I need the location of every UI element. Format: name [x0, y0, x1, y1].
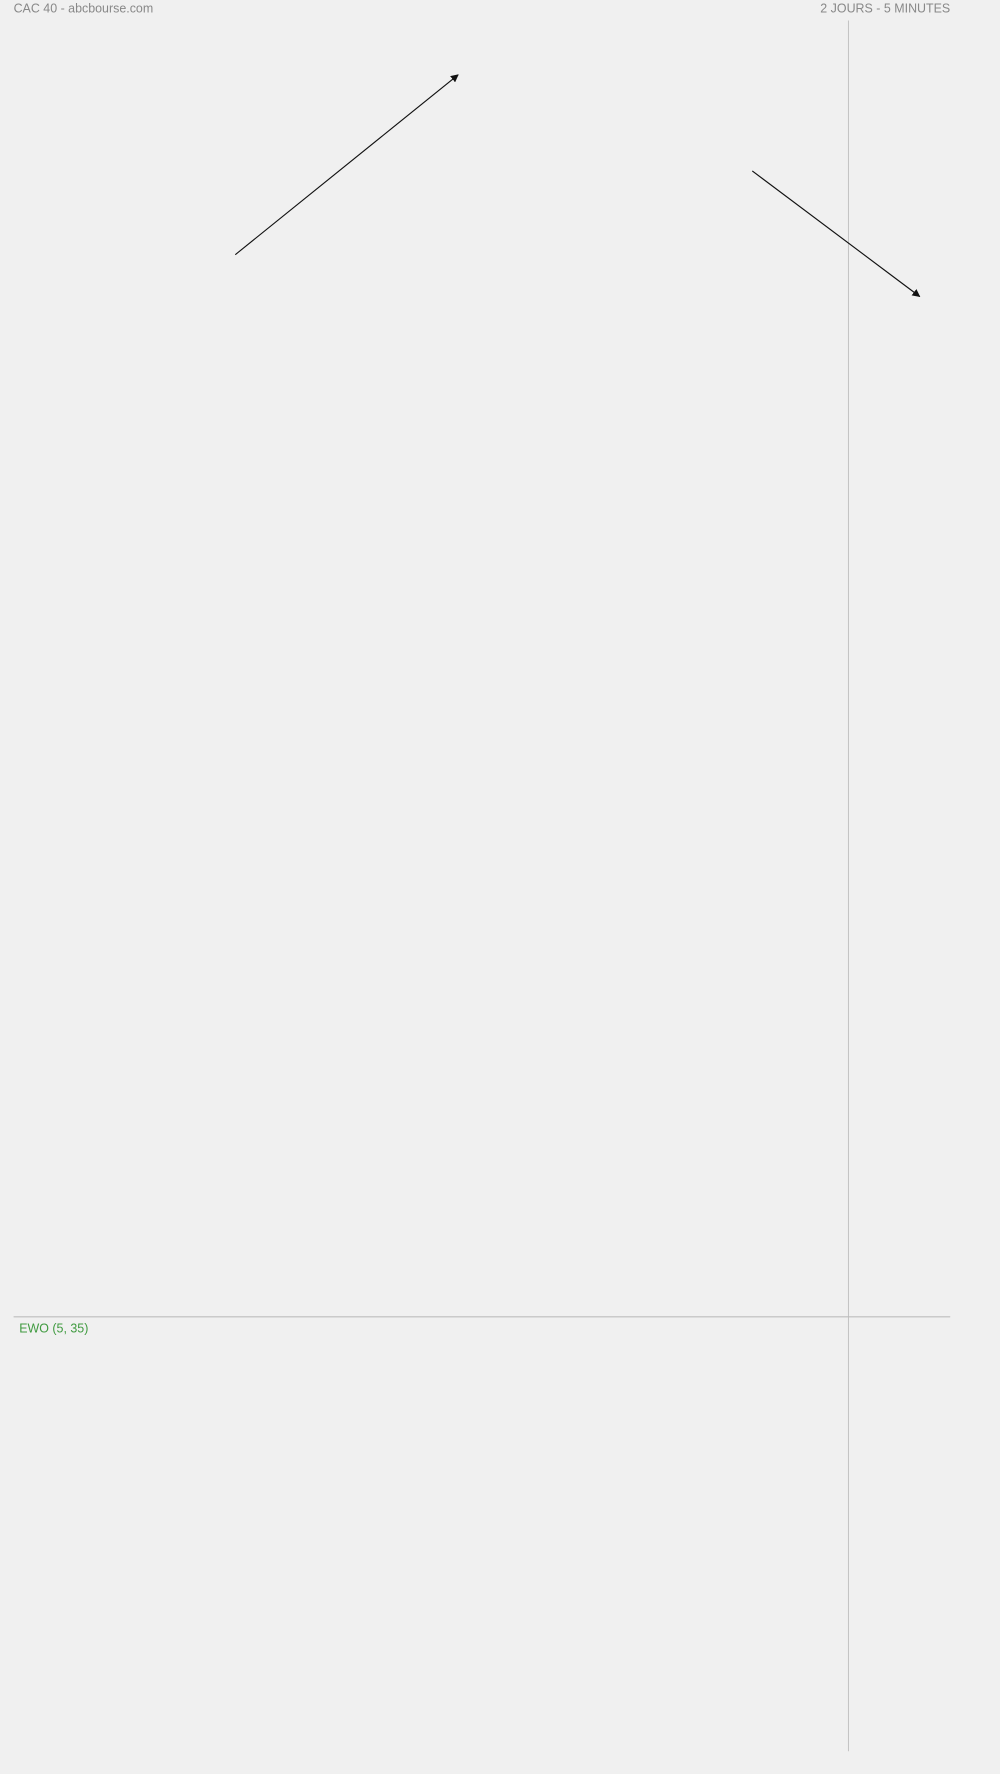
- indicator-title: EWO (5, 35): [19, 1322, 88, 1336]
- chart-subtitle: 2 JOURS - 5 MINUTES: [820, 1, 950, 15]
- annotation-arrow: [234, 74, 459, 256]
- chart-title: CAC 40 - abcbourse.com: [14, 1, 154, 15]
- annotation-arrow: [751, 170, 921, 297]
